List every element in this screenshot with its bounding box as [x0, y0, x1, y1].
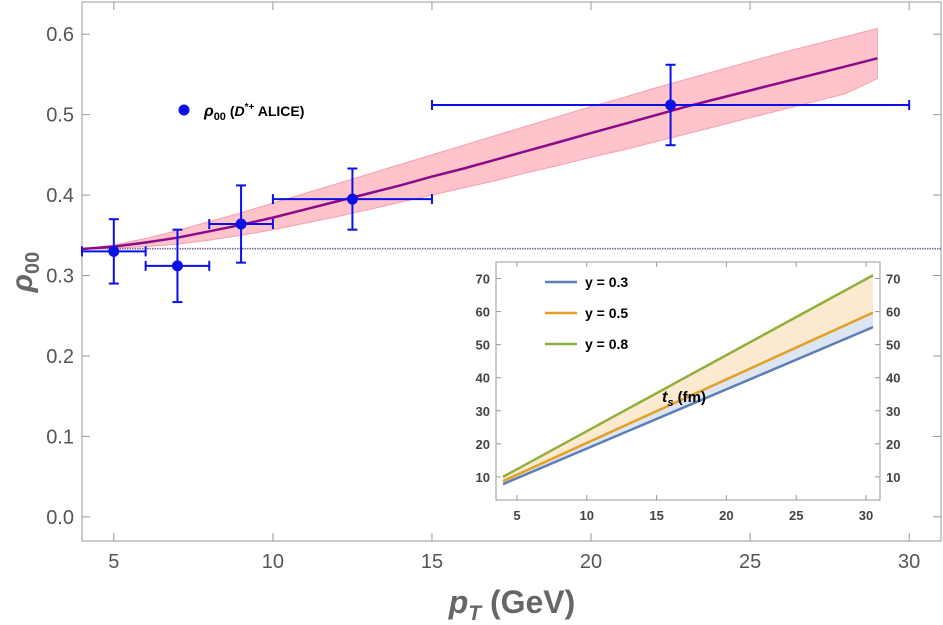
inset-series-line — [502, 325, 874, 486]
inset-y-tick-label-left: 60 — [476, 305, 490, 320]
main-legend: ρ00 (D*+ ALICE) — [178, 102, 304, 123]
main-plot: 5 10 15 20 25 30 0.0 0.1 0.2 0.3 0.4 0.5 0.6 pT (GeV)… — [6, 1, 942, 625]
inset-y-tick-label-right: 50 — [886, 338, 900, 353]
y-axis-title: ρ00 — [6, 252, 44, 293]
main-frame — [81, 1, 942, 542]
inset-x-tick-label: 20 — [719, 508, 733, 523]
y-tick-label: 0.2 — [46, 346, 74, 368]
data-point — [171, 260, 183, 272]
y-tick-label: 0.3 — [46, 266, 74, 288]
x-tick-label: 20 — [580, 551, 602, 573]
data-point-group — [271, 167, 433, 231]
inset-x-tick-label: 30 — [859, 508, 873, 523]
legend-label: ρ00 (D*+ ALICE) — [203, 102, 304, 123]
data-point-group — [81, 218, 147, 285]
inset-annotation: ts (fm) — [662, 389, 706, 409]
inset-y-tick-label-right: 20 — [886, 437, 900, 452]
data-point-group — [430, 63, 911, 147]
inset-x-tick-label: 5 — [513, 508, 520, 523]
inset-y-tick-label-left: 30 — [476, 404, 490, 419]
data-point — [346, 193, 358, 205]
x-axis-title: pT (GeV) — [448, 584, 576, 625]
x-tick-label: 15 — [421, 551, 443, 573]
x-tick-label: 25 — [739, 551, 761, 573]
inset-x-tick-label: 15 — [649, 508, 663, 523]
data-point-group — [208, 184, 274, 264]
y-tick-label: 0.0 — [46, 507, 74, 529]
inset-y-tick-label-right: 40 — [886, 371, 900, 386]
inset-frame — [495, 261, 881, 501]
inset-y-tick-label-left: 50 — [476, 338, 490, 353]
inset-x-tick-label: 25 — [789, 508, 803, 523]
y-tick-label: 0.6 — [46, 24, 74, 46]
inset-y-tick-label-right: 10 — [886, 470, 900, 485]
inset-plot: 5 10 15 20 25 30 10 10 20 20 30 30 40 40 50 50 60 60 70 70 y… — [456, 260, 922, 532]
data-point — [235, 218, 247, 230]
inset-y-tick-label-right: 30 — [886, 404, 900, 419]
inset-y-tick-label-right: 60 — [886, 305, 900, 320]
inset-y-tick-label-left: 40 — [476, 371, 490, 386]
x-tick-label: 30 — [898, 551, 920, 573]
y-tick-label: 0.5 — [46, 105, 74, 127]
inset-legend: y = 0.3 y = 0.5 y = 0.8 — [545, 274, 628, 352]
x-tick-label: 5 — [108, 551, 119, 573]
inset-y-tick-label-left: 10 — [476, 470, 490, 485]
data-point — [108, 245, 120, 257]
y-tick-label: 0.4 — [46, 185, 74, 207]
x-tick-label: 10 — [262, 551, 284, 573]
legend-marker — [178, 104, 190, 116]
uncertainty-band — [81, 27, 878, 250]
inset-legend-label: y = 0.8 — [585, 336, 628, 352]
inset-y-tick-label-left: 70 — [476, 272, 490, 287]
theory-curve — [81, 57, 878, 251]
inset-legend-label: y = 0.5 — [585, 305, 628, 321]
y-tick-label: 0.1 — [46, 426, 74, 448]
inset-y-tick-label-left: 20 — [476, 437, 490, 452]
inset-series-line — [502, 311, 874, 483]
inset-y-tick-label-right: 70 — [886, 272, 900, 287]
inset-x-tick-label: 10 — [580, 508, 594, 523]
data-point — [665, 99, 677, 111]
inset-series-line — [502, 274, 874, 478]
data-point-group — [144, 228, 211, 304]
inset-legend-label: y = 0.3 — [585, 274, 628, 290]
